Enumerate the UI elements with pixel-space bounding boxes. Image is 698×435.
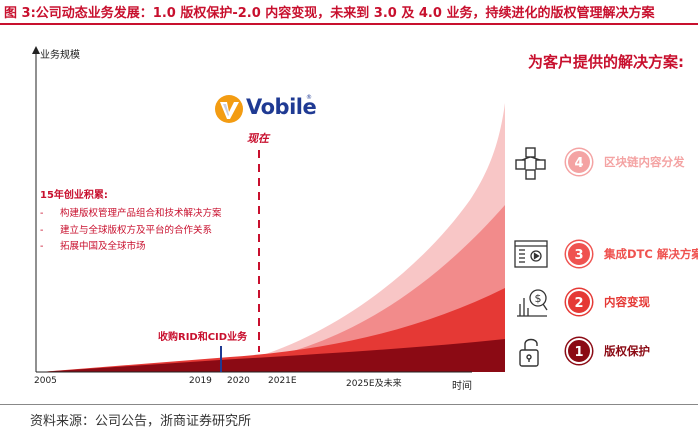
x-tick-2021e: 2021E [268,376,297,386]
solution-3-label: 集成DTC 解决方案 [604,247,698,261]
x-tick-2020: 2020 [227,376,250,386]
accumulation-item: 拓展中国及全球市场 [40,239,222,256]
layer-4-area [40,103,505,372]
layer-1-area [40,339,505,372]
solution-2-label: 内容变现 [604,295,650,309]
x-tick-2025e: 2025E及未来 [346,379,402,389]
solution-4-badge: 4 [566,149,592,175]
accumulation-list: 构建版权管理产品组合和技术解决方案 建立与全球版权方及平台的合作关系 拓展中国及… [40,206,222,256]
figure-title: 图 3:公司动态业务发展：1.0 版权保护-2.0 内容变现，未来到 3.0 及… [4,6,655,21]
source-note: 资料来源：公司公告，浙商证券研究所 [30,414,252,429]
accumulation-item: 构建版权管理产品组合和技术解决方案 [40,206,222,223]
acquisition-label: 收购RID和CID业务 [158,332,248,343]
blockchain-cubes-icon [515,147,546,180]
solution-1-badge: 1 [566,338,592,364]
vobile-logo: Vobile ® [214,94,317,124]
x-tick-2019: 2019 [189,376,212,386]
solution-1-label: 版权保护 [604,344,650,358]
logo-wordmark: Vobile [246,95,317,119]
open-lock-icon [519,338,539,367]
accumulation-title: 15年创业积累: [40,190,108,201]
solution-row-4: 4 区块链内容分发 [512,146,698,180]
x-axis-unit: 时间 [452,381,472,392]
bottom-rule [0,404,698,405]
accumulation-item: 建立与全球版权方及平台的合作关系 [40,223,222,240]
layer-3-area [40,205,505,372]
solutions-title: 为客户提供的解决方案: [528,53,684,71]
now-label: 现在 [247,132,269,145]
solution-row-3: 3 集成DTC 解决方案 [512,238,698,272]
solution-2-badge: 2 [566,289,592,315]
x-tick-2005: 2005 [34,376,57,386]
svg-text:$: $ [535,292,542,305]
browser-play-icon [514,240,548,268]
y-axis-arrow [32,46,40,54]
title-rule [0,23,698,25]
y-axis-label: 业务规模 [40,50,80,61]
logo-registered-mark: ® [306,94,312,101]
money-chart-icon: $ [517,289,548,317]
solution-4-label: 区块链内容分发 [604,155,685,169]
solution-row-2: $ 2 内容变现 [512,286,698,320]
solution-row-1: 1 版权保护 [512,335,698,369]
solution-3-badge: 3 [566,241,592,267]
